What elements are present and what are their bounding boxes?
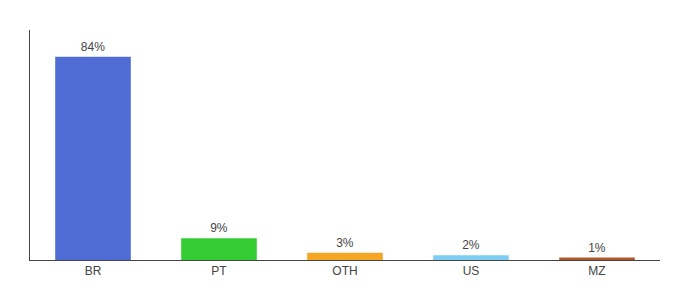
svg-text:3%: 3% bbox=[336, 236, 354, 250]
svg-text:PT: PT bbox=[211, 264, 227, 278]
svg-text:84%: 84% bbox=[81, 40, 105, 54]
svg-text:9%: 9% bbox=[210, 221, 228, 235]
svg-text:BR: BR bbox=[85, 264, 102, 278]
svg-text:1%: 1% bbox=[588, 241, 606, 255]
svg-text:US: US bbox=[463, 264, 480, 278]
svg-text:MZ: MZ bbox=[588, 264, 605, 278]
svg-text:2%: 2% bbox=[462, 238, 480, 252]
svg-text:OTH: OTH bbox=[332, 264, 357, 278]
